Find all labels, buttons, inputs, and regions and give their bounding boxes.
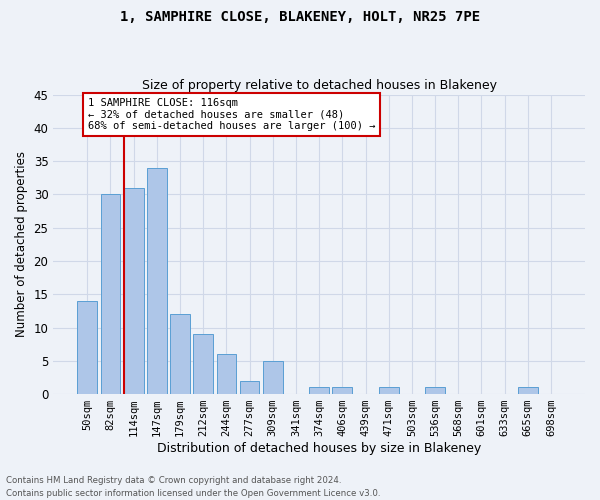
Bar: [193, 334, 213, 394]
Bar: [263, 361, 283, 394]
Bar: [77, 301, 97, 394]
Bar: [379, 388, 398, 394]
Bar: [124, 188, 143, 394]
Text: Contains HM Land Registry data © Crown copyright and database right 2024.
Contai: Contains HM Land Registry data © Crown c…: [6, 476, 380, 498]
Bar: [101, 194, 121, 394]
X-axis label: Distribution of detached houses by size in Blakeney: Distribution of detached houses by size …: [157, 442, 481, 455]
Text: 1 SAMPHIRE CLOSE: 116sqm
← 32% of detached houses are smaller (48)
68% of semi-d: 1 SAMPHIRE CLOSE: 116sqm ← 32% of detach…: [88, 98, 375, 131]
Text: 1, SAMPHIRE CLOSE, BLAKENEY, HOLT, NR25 7PE: 1, SAMPHIRE CLOSE, BLAKENEY, HOLT, NR25 …: [120, 10, 480, 24]
Bar: [425, 388, 445, 394]
Bar: [332, 388, 352, 394]
Bar: [170, 314, 190, 394]
Bar: [147, 168, 167, 394]
Bar: [518, 388, 538, 394]
Bar: [309, 388, 329, 394]
Y-axis label: Number of detached properties: Number of detached properties: [15, 152, 28, 338]
Bar: [217, 354, 236, 394]
Bar: [240, 381, 259, 394]
Title: Size of property relative to detached houses in Blakeney: Size of property relative to detached ho…: [142, 79, 497, 92]
